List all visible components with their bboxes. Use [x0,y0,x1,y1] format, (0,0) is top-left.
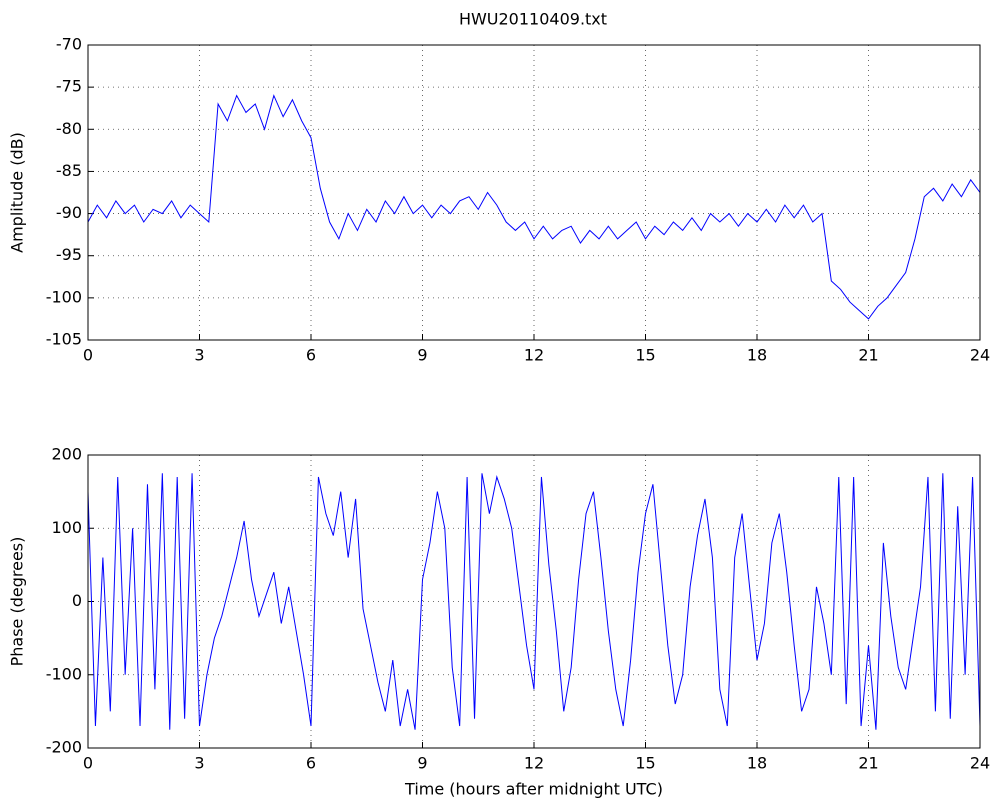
x-tick-label: 18 [747,754,767,773]
y-tick-label: -100 [46,287,82,306]
y-tick-label: -95 [56,245,82,264]
y-axis-label: Amplitude (dB) [8,132,27,253]
x-tick-label: 3 [194,754,204,773]
x-tick-label: 18 [747,346,767,365]
y-tick-label: -90 [56,203,82,222]
x-tick-label: 21 [858,346,878,365]
y-tick-label: 0 [72,591,82,610]
y-axis-label: Phase (degrees) [8,537,27,667]
x-tick-label: 15 [635,346,655,365]
x-tick-label: 12 [524,754,544,773]
x-tick-label: 12 [524,346,544,365]
data-line [87,473,981,730]
chart-title: HWU20110409.txt [459,10,607,29]
data-line [87,94,981,320]
y-tick-label: -85 [56,161,82,180]
y-tick-label: -105 [46,330,82,349]
y-tick-label: -80 [56,119,82,138]
x-tick-label: 15 [635,754,655,773]
x-tick-label: 3 [194,346,204,365]
x-tick-label: 24 [970,346,990,365]
x-tick-label: 24 [970,754,990,773]
x-tick-label: 9 [417,754,427,773]
y-tick-label: -70 [56,35,82,54]
y-tick-label: -75 [56,77,82,96]
axes-box [87,454,981,749]
x-tick-label: 9 [417,346,427,365]
y-tick-label: -100 [46,664,82,683]
x-tick-label: 0 [83,754,93,773]
axes-box [87,44,981,341]
y-tick-label: 200 [51,445,82,464]
x-tick-label: 21 [858,754,878,773]
x-tick-label: 0 [83,346,93,365]
y-tick-label: 100 [51,518,82,537]
x-tick-label: 6 [306,754,316,773]
y-tick-label: -200 [46,738,82,757]
x-axis-label: Time (hours after midnight UTC) [404,780,663,799]
x-tick-label: 6 [306,346,316,365]
